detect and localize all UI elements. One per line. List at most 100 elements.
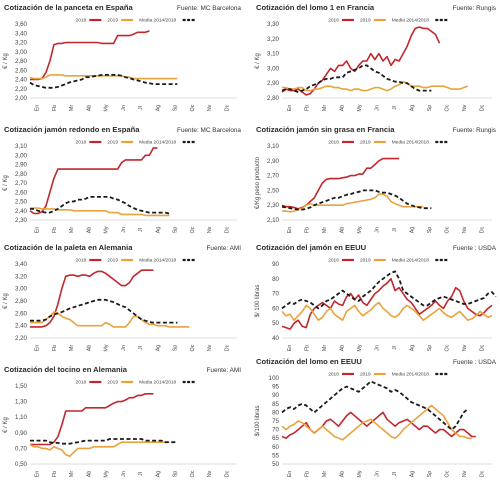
x-tick-label: Oc xyxy=(444,226,450,233)
x-tick-label: Ag xyxy=(409,105,415,112)
series-line-2019 xyxy=(282,193,424,213)
chart-title: Cotización del lomo en EEUU xyxy=(256,357,362,366)
series-line-media xyxy=(281,189,432,211)
y-tick-label: 2,40 xyxy=(15,77,28,84)
x-tick-label: Jn xyxy=(374,227,380,233)
legend-label: 2019 xyxy=(360,258,371,264)
y-tick-label: 50 xyxy=(272,461,279,468)
legend-label: 2019 xyxy=(360,140,371,146)
x-tick-label: Dc xyxy=(224,226,230,233)
x-tick-label: Jl xyxy=(392,346,398,350)
x-tick-label: Dc xyxy=(479,226,485,233)
y-tick-label: 2,40 xyxy=(15,323,28,330)
chart-source: Fuente: Rungis xyxy=(453,127,496,134)
x-tick-label: Oc xyxy=(190,470,196,477)
x-tick-label: My xyxy=(104,344,110,351)
y-tick-label: 60 xyxy=(272,444,279,451)
y-tick-label: 2,70 xyxy=(15,180,28,187)
x-tick-label: Fb xyxy=(52,105,58,111)
y-tick-label: 1,30 xyxy=(15,399,28,406)
legend-label: Media 2014/2018 xyxy=(392,18,429,24)
y-tick-label: 95 xyxy=(272,384,279,391)
chart-title: Cotización del tocino en Alemania xyxy=(4,365,128,374)
x-tick-label: Nv xyxy=(462,470,468,477)
y-tick-label: 1,50 xyxy=(15,383,28,390)
legend-label: 2019 xyxy=(107,258,118,264)
x-tick-label: Ab xyxy=(86,345,92,352)
y-tick-label: 0,70 xyxy=(15,445,28,452)
x-tick-label: Jn xyxy=(121,227,127,233)
x-tick-label: Ab xyxy=(339,227,345,234)
series-line-media xyxy=(30,438,178,445)
x-tick-label: Dc xyxy=(224,470,230,477)
y-tick-label: 3,10 xyxy=(267,51,280,58)
y-tick-label: 3,30 xyxy=(267,21,280,28)
x-tick-label: Nv xyxy=(207,104,213,111)
x-tick-label: Jn xyxy=(121,345,127,351)
y-tick-label: 75 xyxy=(272,418,279,425)
x-tick-label: Nv xyxy=(207,226,213,233)
x-tick-label: My xyxy=(104,470,110,477)
y-tick-label: 2,50 xyxy=(15,199,28,206)
y-axis-label: € / Kg xyxy=(3,175,9,191)
legend-label: 2019 xyxy=(360,18,371,24)
legend-label: 2019 xyxy=(107,18,118,24)
series-line-2018 xyxy=(30,269,154,328)
x-tick-label: Fb xyxy=(304,471,310,477)
legend-label: 2019 xyxy=(107,140,118,146)
x-tick-label: Nv xyxy=(462,104,468,111)
chart-7: Cotización del tocino en Alemania Fuente:… xyxy=(3,365,241,478)
legend-label: 2019 xyxy=(107,380,118,386)
chart-title: Cotización jamón redondo en España xyxy=(4,125,140,134)
series-line-media xyxy=(30,195,170,215)
series-line-2019 xyxy=(282,80,469,92)
x-tick-label: My xyxy=(104,104,110,111)
x-tick-label: Jn xyxy=(374,345,380,351)
legend-label: Media 2014/2018 xyxy=(139,140,176,146)
x-tick-label: Oc xyxy=(190,226,196,233)
y-axis-label: € / Kg xyxy=(3,293,9,309)
chart-5: Cotización de la paleta en Alemania Fuent… xyxy=(3,243,241,352)
y-tick-label: 3,00 xyxy=(15,49,28,56)
y-tick-label: 90 xyxy=(272,261,279,268)
x-tick-label: En xyxy=(35,471,41,478)
x-tick-label: Mr xyxy=(322,227,328,233)
legend-label: 2018 xyxy=(76,18,87,24)
y-tick-label: 2,80 xyxy=(15,58,28,65)
y-tick-label: 2,60 xyxy=(15,189,28,196)
y-axis-label: € / Kg xyxy=(255,53,261,69)
x-tick-label: Oc xyxy=(444,104,450,111)
x-tick-label: En xyxy=(35,345,41,352)
chart-3: Cotización jamón redondo en España Fuente… xyxy=(3,125,241,234)
x-tick-label: En xyxy=(287,345,293,352)
x-tick-label: Fb xyxy=(304,105,310,111)
y-axis-label: $/ 100 libras xyxy=(255,285,261,318)
series-line-2018 xyxy=(281,26,441,96)
y-tick-label: 2,10 xyxy=(267,217,280,224)
chart-title: Cotización de la paleta en Alemania xyxy=(4,243,133,252)
x-tick-label: Sp xyxy=(427,105,433,112)
y-tick-label: 2,30 xyxy=(15,217,28,224)
chart-source: Fuente : USDA xyxy=(453,245,497,252)
y-tick-label: 3,60 xyxy=(15,21,28,28)
x-tick-label: En xyxy=(35,105,41,112)
y-tick-label: 80 xyxy=(272,276,279,283)
x-tick-label: Jn xyxy=(374,105,380,111)
series-line-2019 xyxy=(29,441,170,458)
y-axis-label: $/100 libras xyxy=(255,405,261,436)
x-tick-label: Fb xyxy=(304,345,310,351)
x-tick-label: Mr xyxy=(322,471,328,477)
x-tick-label: My xyxy=(357,470,363,477)
y-tick-label: 2,50 xyxy=(267,187,280,194)
x-tick-label: Ab xyxy=(86,227,92,234)
x-tick-label: Ab xyxy=(86,105,92,112)
x-tick-label: Fb xyxy=(52,345,58,351)
y-tick-label: 2,80 xyxy=(15,171,28,178)
x-tick-label: Nv xyxy=(462,344,468,351)
x-tick-label: Mr xyxy=(69,227,75,233)
legend-label: Media 2014/2018 xyxy=(392,140,429,146)
y-tick-label: 40 xyxy=(272,335,279,342)
x-tick-label: Jn xyxy=(121,471,127,477)
x-tick-label: Oc xyxy=(190,344,196,351)
